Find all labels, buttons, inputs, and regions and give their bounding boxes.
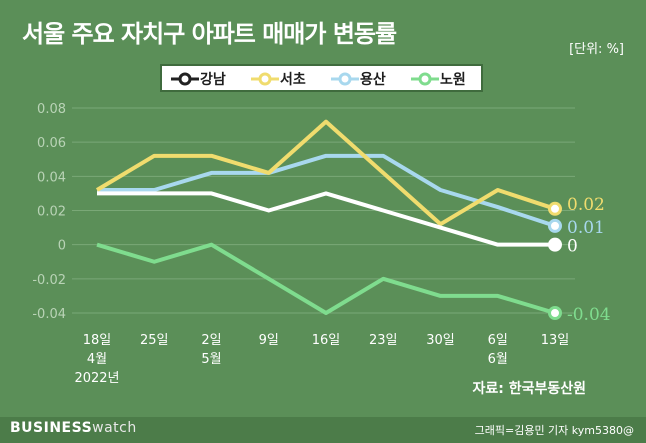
x-tick-label: 6일: [488, 333, 508, 348]
x-tick-label: 23일: [369, 333, 398, 348]
end-value-label: 0.02: [567, 195, 605, 215]
legend-item-seocho: 서초: [250, 69, 306, 89]
series-line-3: [96, 242, 556, 315]
footer-bar: BUSINESSwatch 그래픽=김용민 기자 kym5380@: [0, 417, 646, 443]
legend-swatch-nowon: [411, 72, 439, 86]
end-value-label: -0.04: [567, 305, 611, 325]
legend-swatch-yongsan: [331, 72, 359, 86]
end-value-label: 0.01: [567, 218, 605, 238]
legend-swatch-seocho: [251, 72, 279, 86]
unit-label: [단위: %]: [569, 42, 624, 57]
y-tick-label: -0.02: [32, 273, 66, 288]
x-tick-sublabel: 2022년: [74, 371, 119, 386]
chart-title: 서울 주요 자치구 아파트 매매가 변동률: [22, 20, 397, 48]
series-line-0: [97, 191, 555, 247]
x-tick-label: 2일: [201, 333, 221, 348]
y-tick-label: 0.02: [37, 205, 66, 220]
y-tick-label: 0.08: [37, 102, 66, 117]
x-tick-label: 16일: [312, 333, 341, 348]
end-marker: [548, 237, 562, 252]
legend-label-nowon: 노원: [440, 72, 466, 88]
legend-item-gangnam: 강남: [170, 69, 226, 89]
x-tick-label: 13일: [541, 333, 570, 348]
legend-swatch-gangnam: [171, 72, 199, 86]
y-tick-label: 0: [58, 239, 66, 254]
x-tick-label: 30일: [426, 333, 455, 348]
x-tick-label: 25일: [140, 333, 169, 348]
legend-label-seocho: 서초: [280, 72, 306, 88]
graphic-credit: 그래픽=김용민 기자 kym5380@: [474, 424, 634, 437]
source-note: 자료: 한국부동산원: [472, 381, 586, 397]
end-marker: [548, 306, 562, 320]
x-tick-sublabel: 6월: [488, 352, 508, 367]
y-tick-label: 0.04: [37, 170, 66, 185]
end-value-label: 0: [567, 237, 578, 257]
end-marker: [548, 218, 562, 233]
end-marker: [548, 201, 562, 216]
series-line-1: [95, 119, 556, 227]
legend: 강남 서초 용산 노원: [160, 64, 483, 92]
legend-item-nowon: 노원: [410, 69, 466, 89]
x-tick-sublabel: 5월: [201, 352, 221, 367]
legend-label-gangnam: 강남: [200, 72, 226, 88]
y-tick-label: 0.06: [37, 136, 66, 151]
brand-logo: BUSINESSwatch: [10, 420, 137, 436]
y-tick-label: -0.04: [32, 307, 66, 322]
x-tick-label: 9일: [259, 333, 279, 348]
x-tick-sublabel: 4월: [87, 352, 107, 367]
legend-label-yongsan: 용산: [360, 72, 386, 88]
legend-item-yongsan: 용산: [330, 69, 386, 89]
series-line-2: [97, 153, 556, 228]
x-tick-label: 18일: [83, 333, 112, 348]
